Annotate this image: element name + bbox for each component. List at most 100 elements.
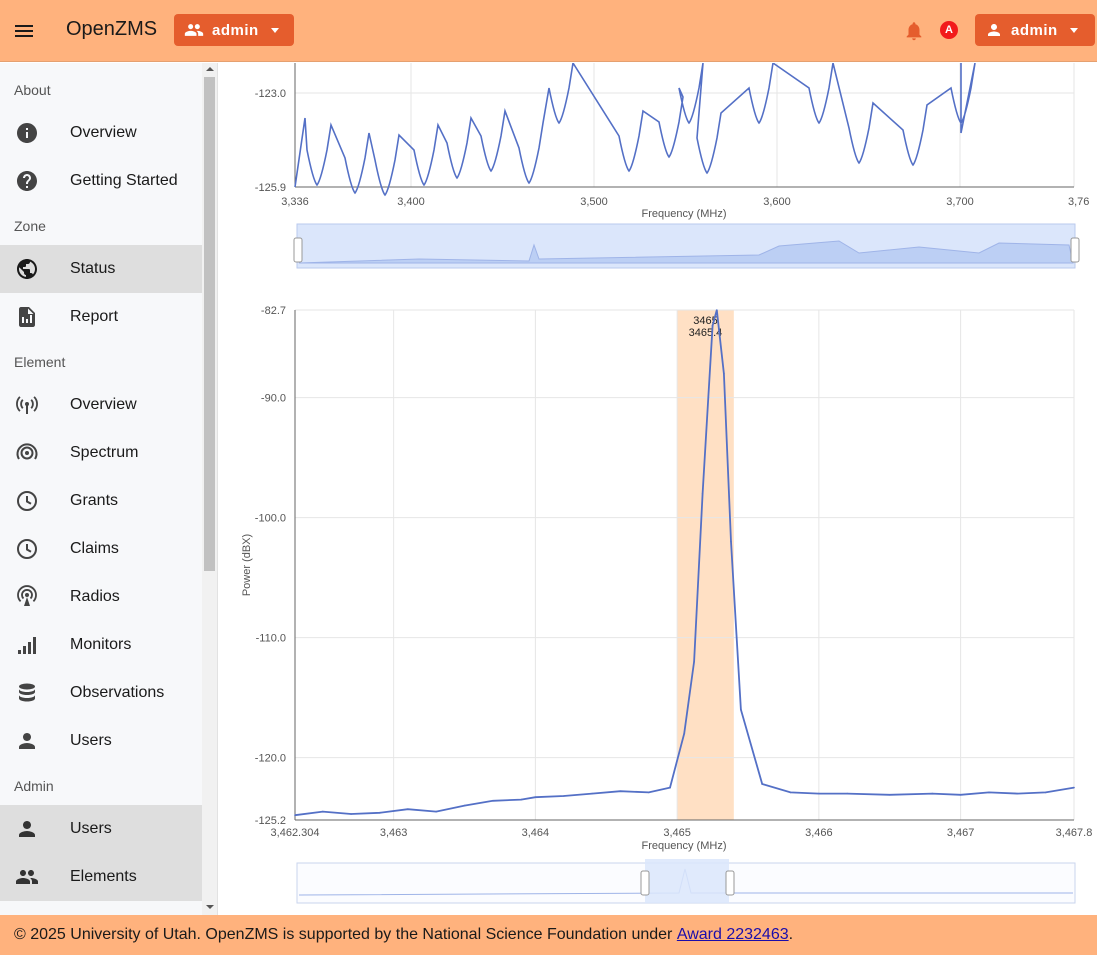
y-axis-title: Power (dBX) [241,534,253,596]
range-handle-right [725,870,735,896]
series-point [647,791,650,794]
series-point [463,804,466,807]
spectrum-icon [16,443,38,460]
upper-x-tick-label: 3,700 [946,196,974,208]
series-point [723,372,725,375]
x-tick-label: 3,465 [663,827,691,839]
sidebar-item-label: Status [70,260,116,277]
series-point [888,794,891,796]
clock-icon [17,539,37,559]
x-tick-label: 3,462.304 [271,827,320,839]
upper-range-handle-right [1070,237,1080,263]
sidebar-item-getting-started[interactable]: Getting Started [0,157,202,205]
sidebar-item-element-overview[interactable]: Overview [0,381,202,429]
series-point [789,791,792,794]
section-zone: Zone [14,218,46,234]
antenna-icon [16,396,38,414]
sidebar-item-admin-elements[interactable]: Elements [0,853,202,901]
notifications-bell-icon[interactable] [903,19,925,48]
x-tick-label: 3,464 [522,827,550,839]
section-admin: Admin [14,778,54,794]
sidebar-item-label: Spectrum [70,444,139,461]
footer-suffix: . [788,926,794,943]
signal-bars-icon [18,637,36,654]
x-tick-label: 3,463 [380,827,408,839]
series-point [492,800,494,802]
sidebar-item-admin-users[interactable]: Users [0,805,202,853]
database-icon [19,683,35,702]
series-point [716,309,718,311]
person-icon [19,733,35,749]
sidebar-item-observations[interactable]: Observations [0,669,202,717]
radio-icon [17,585,37,606]
sidebar-item-label: Grants [70,492,119,509]
series-point [1044,791,1047,794]
hamburger-menu-icon[interactable] [12,19,36,43]
clock-icon [17,491,37,511]
sidebar-item-label: Overview [70,124,137,141]
x-axis-title: Frequency (MHz) [642,840,727,852]
range-handle-left [640,870,650,896]
series-point [701,492,704,495]
upper-range-slider-preview [298,240,1074,264]
info-icon [17,123,37,143]
sidebar-item-about-overview[interactable]: Overview [0,109,202,157]
series-point [591,792,593,795]
sidebar-item-radios[interactable]: Radios [0,573,202,621]
sidebar-item-grants[interactable]: Grants [0,477,202,525]
sidebar-item-claims[interactable]: Claims [0,525,202,573]
scroll-down-arrow-icon[interactable] [206,905,214,909]
upper-x-tick-label: 3,400 [397,196,425,208]
section-element: Element [14,354,66,370]
series-point [707,396,710,399]
series-point [520,798,523,801]
sidebar-item-label: Elements [70,868,137,885]
footer-text: © 2025 University of Utah. OpenZMS is su… [14,926,673,943]
series-point [761,783,763,785]
workspace-selector-button[interactable]: admin [174,14,294,46]
top-app-bar: OpenZMS admin A admin [0,0,1097,62]
sidebar-item-status[interactable]: Status [0,245,202,293]
app-title[interactable]: OpenZMS [66,18,158,40]
globe-icon [17,259,37,279]
series-point [740,708,742,711]
group-icon [16,870,38,884]
user-label: admin [1011,21,1058,39]
upper-x-tick-label: 3,336 [281,196,309,208]
upper-range-handle-left [293,237,303,263]
y-tick-label: -82.7 [261,305,286,317]
spectrum-charts[interactable]: -123.0 -125.9 3,336 3,400 3,500 3,600 3,700 3,7… [219,63,1097,915]
main-content[interactable]: -123.0 -125.9 3,336 3,400 3,500 3,600 3,700 3,7… [219,63,1097,915]
sidebar-scrollbar-thumb[interactable] [204,77,215,571]
x-tick-label: 3,467 [947,827,975,839]
account-avatar-badge[interactable]: A [940,21,958,39]
sidebar-item-element-users[interactable]: Users [0,717,202,765]
series-point [846,792,849,795]
caret-down-icon [270,27,279,33]
sidebar-item-label: Observations [70,684,165,701]
report-icon [19,307,35,327]
workspace-label: admin [212,21,259,39]
person-icon [19,821,35,837]
x-tick-label: 3,466 [805,827,833,839]
award-link[interactable]: Award 2232463 [676,926,789,943]
sidebar-item-label: Users [70,820,112,837]
band-label-end: 3465.4 [689,327,723,339]
sidebar-item-report[interactable]: Report [0,293,202,341]
band-label-start: 3465 [693,315,717,327]
series-point [350,813,352,815]
upper-x-axis-title: Frequency (MHz) [642,208,727,220]
x-tick-label: 3,467.8 [1056,827,1093,839]
y-tick-label: -120.0 [255,753,286,765]
sidebar-item-spectrum[interactable]: Spectrum [0,429,202,477]
series-point [378,812,381,814]
series-point [1016,792,1019,795]
series-point [294,814,296,816]
scroll-up-arrow-icon[interactable] [206,67,214,71]
series-point [959,794,962,796]
series-point [669,786,671,789]
series-point [683,732,686,735]
sidebar-item-monitors[interactable]: Monitors [0,621,202,669]
user-menu-button[interactable]: admin [975,14,1095,46]
upper-x-tick-label: 3,500 [580,196,608,208]
